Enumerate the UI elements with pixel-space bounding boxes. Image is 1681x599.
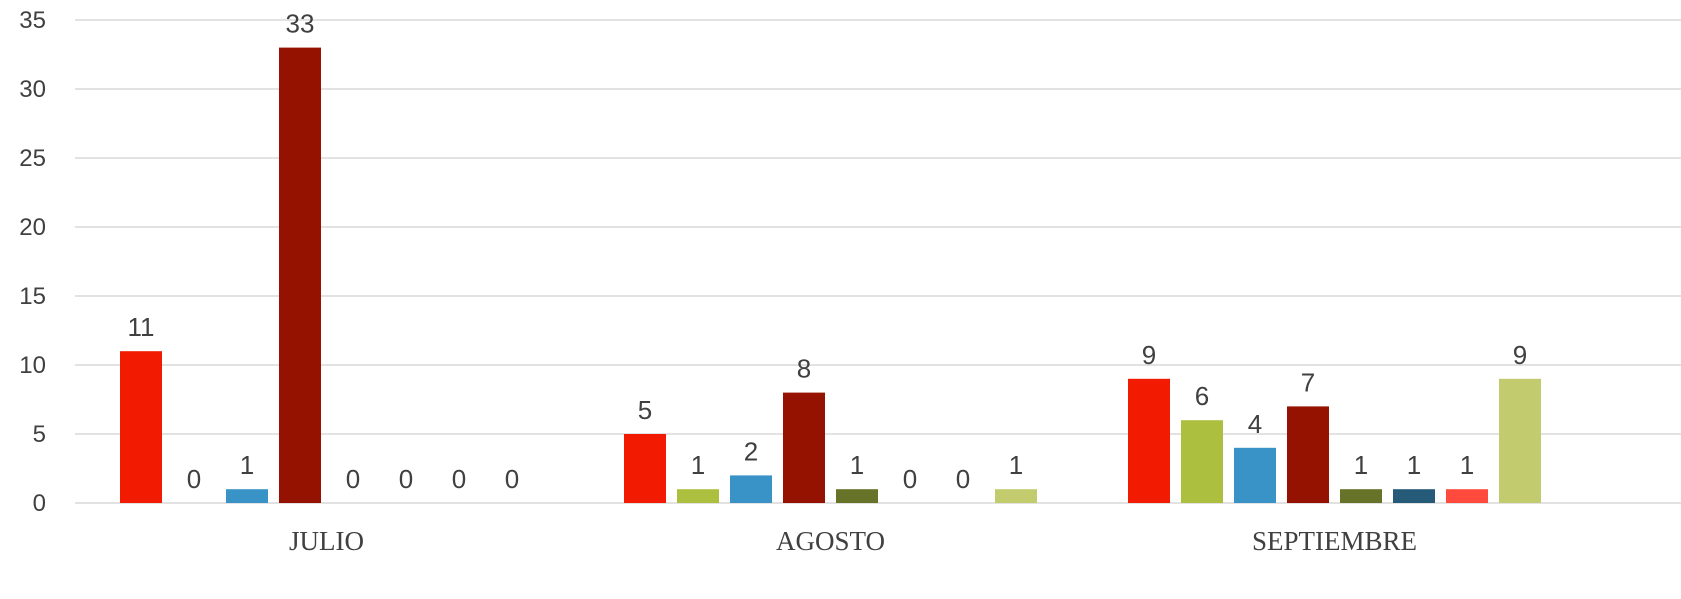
data-label: 1: [1009, 450, 1023, 480]
x-axis-category-labels: JULIO AGOSTO SEPTIEMBRE: [289, 526, 1417, 556]
data-label: 1: [1354, 450, 1368, 480]
y-tick-label: 5: [33, 421, 46, 448]
data-label: 9: [1142, 340, 1156, 370]
y-tick-label: 25: [19, 145, 46, 172]
data-label: 0: [452, 464, 466, 494]
data-label: 1: [691, 450, 705, 480]
y-axis-tick-labels: 0 5 10 15 20 25 30 35: [19, 7, 46, 517]
x-category-label: AGOSTO: [776, 526, 885, 556]
y-tick-label: 15: [19, 283, 46, 310]
bar: [1128, 378, 1170, 503]
data-label: 33: [286, 9, 315, 39]
data-label: 0: [956, 464, 970, 494]
bar: [1393, 489, 1435, 503]
gridlines: [75, 19, 1681, 504]
data-label: 11: [128, 312, 155, 342]
data-label: 0: [903, 464, 917, 494]
bars: [120, 47, 1541, 503]
y-tick-label: 20: [19, 214, 46, 241]
bar: [1499, 378, 1541, 503]
data-label: 7: [1301, 367, 1315, 397]
bar: [279, 47, 321, 503]
bar: [226, 489, 268, 503]
data-label: 1: [1460, 450, 1474, 480]
data-label: 1: [850, 450, 864, 480]
bar: [730, 475, 772, 503]
bar: [677, 489, 719, 503]
data-label: 1: [240, 450, 254, 480]
y-tick-label: 0: [33, 490, 46, 517]
bar: [995, 489, 1037, 503]
data-label: 5: [638, 395, 652, 425]
bar: [1234, 447, 1276, 503]
y-tick-label: 35: [19, 7, 46, 34]
bar: [1287, 406, 1329, 503]
bar: [624, 434, 666, 503]
x-category-label: SEPTIEMBRE: [1252, 526, 1417, 556]
y-tick-label: 10: [19, 352, 46, 379]
data-label: 6: [1195, 381, 1209, 411]
x-category-label: JULIO: [289, 526, 364, 556]
bar: [1181, 420, 1223, 503]
bar: [836, 489, 878, 503]
bar: [120, 351, 162, 503]
data-label: 8: [797, 354, 811, 384]
data-label: 1: [1407, 450, 1421, 480]
bar: [783, 392, 825, 503]
data-label: 9: [1513, 340, 1527, 370]
data-label: 0: [399, 464, 413, 494]
data-label: 0: [346, 464, 360, 494]
bar: [1340, 489, 1382, 503]
y-tick-label: 30: [19, 76, 46, 103]
data-label: 2: [744, 436, 758, 466]
data-label: 0: [187, 464, 201, 494]
data-label: 0: [505, 464, 519, 494]
bar: [1446, 489, 1488, 503]
data-label: 4: [1248, 409, 1262, 439]
